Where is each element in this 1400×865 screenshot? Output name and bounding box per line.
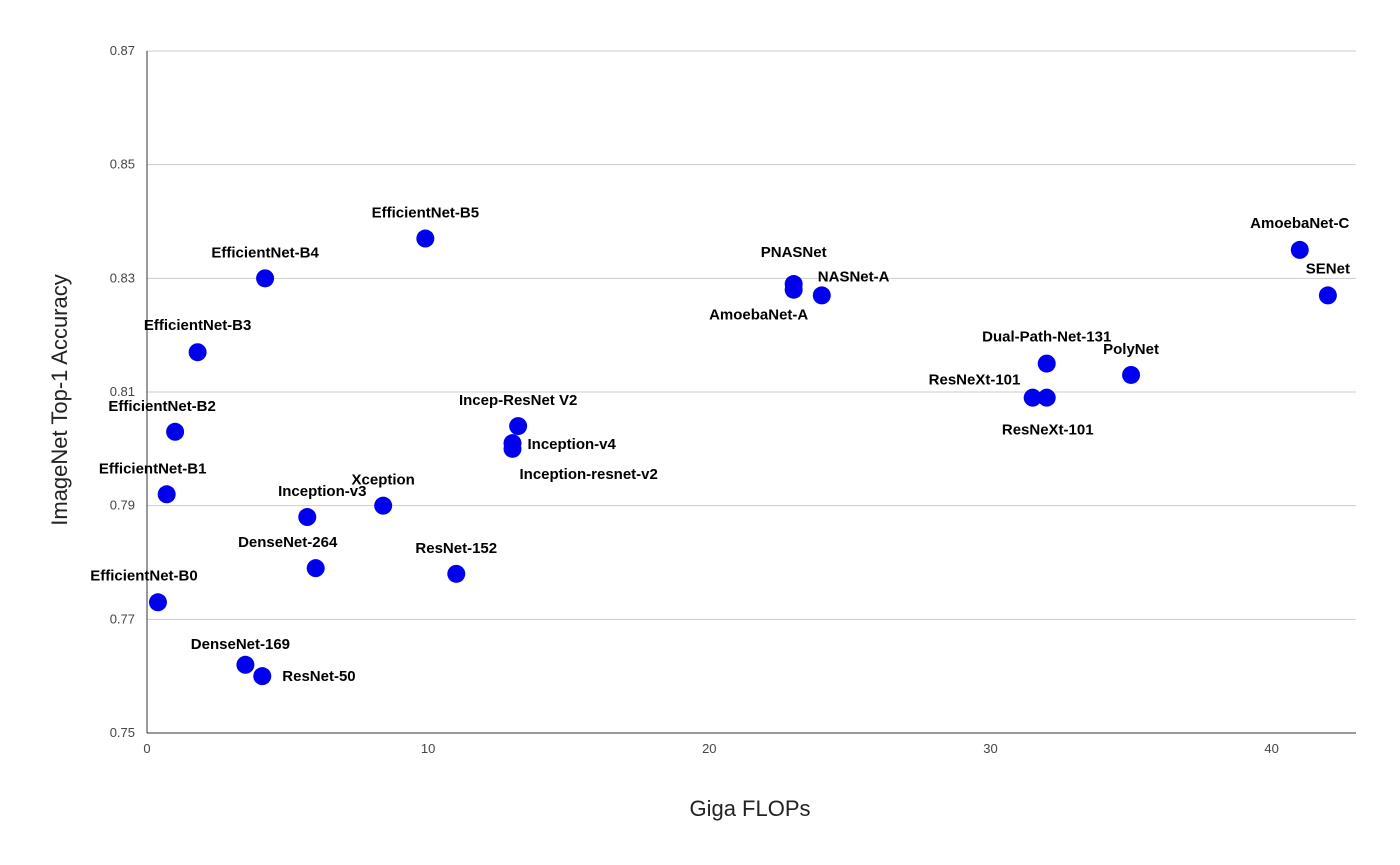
- y-axis-title: ImageNet Top-1 Accuracy: [47, 274, 72, 526]
- point-label: AmoebaNet-A: [709, 307, 808, 324]
- data-point: [1023, 388, 1042, 407]
- data-point: [256, 269, 275, 288]
- point-label: PNASNet: [761, 244, 827, 261]
- data-point: [1318, 286, 1337, 305]
- point-label: Inception-v4: [528, 436, 617, 453]
- data-point: [509, 417, 528, 436]
- data-point: [812, 286, 831, 305]
- data-points: [148, 229, 1337, 686]
- data-point: [1037, 388, 1056, 407]
- point-label: AmoebaNet-C: [1250, 215, 1349, 232]
- x-tick-label: 40: [1264, 741, 1278, 756]
- y-tick-label: 0.81: [110, 384, 135, 399]
- y-tick-label: 0.75: [110, 725, 135, 740]
- y-tick-label: 0.85: [110, 157, 135, 172]
- point-label: DenseNet-169: [191, 636, 290, 653]
- point-label: SENet: [1306, 260, 1350, 277]
- x-axis-title: Giga FLOPs: [689, 796, 810, 821]
- point-label: PolyNet: [1103, 341, 1159, 358]
- grid-lines: [147, 50, 1356, 734]
- point-labels: EfficientNet-B0 EfficientNet-B1 EfficientN…: [90, 205, 1350, 686]
- data-point: [374, 496, 393, 515]
- point-label: ResNet-50: [282, 668, 355, 685]
- point-label: EfficientNet-B1: [99, 460, 207, 477]
- x-tick-label: 0: [143, 741, 150, 756]
- x-tick-label: 20: [702, 741, 716, 756]
- point-label: Dual-Path-Net-131: [982, 329, 1111, 346]
- data-point: [1290, 240, 1309, 259]
- data-point: [784, 280, 803, 299]
- point-label: Inception-resnet-v2: [520, 466, 658, 483]
- point-label: EfficientNet-B5: [372, 205, 480, 222]
- point-label: EfficientNet-B2: [108, 398, 216, 415]
- data-point: [236, 655, 255, 674]
- point-label: ResNet-152: [415, 540, 497, 557]
- data-point: [298, 508, 317, 527]
- point-label: Incep-ResNet V2: [459, 392, 577, 409]
- data-point: [166, 422, 185, 441]
- data-point: [306, 559, 325, 578]
- data-point: [1122, 365, 1141, 384]
- data-point: [253, 667, 272, 686]
- point-label: EfficientNet-B4: [211, 244, 319, 261]
- y-tick-label: 0.83: [110, 270, 135, 285]
- point-label: EfficientNet-B0: [90, 567, 198, 584]
- x-tick-label: 30: [983, 741, 997, 756]
- point-label: NASNet-A: [818, 268, 890, 285]
- point-label: Xception: [352, 472, 415, 489]
- data-point: [148, 593, 167, 612]
- point-label: Inception-v3: [278, 483, 366, 500]
- data-point: [416, 229, 435, 248]
- y-tick-label: 0.79: [110, 498, 135, 513]
- point-label: EfficientNet-B3: [144, 317, 252, 334]
- x-tick-label: 10: [421, 741, 435, 756]
- data-point: [503, 439, 522, 458]
- point-label: DenseNet-264: [238, 534, 338, 551]
- y-tick-labels: 0.75 0.77 0.79 0.81 0.83 0.85 0.87: [110, 43, 135, 740]
- x-tick-labels: 0 10 20 30 40: [143, 741, 1279, 756]
- point-label: ResNeXt-101: [1002, 422, 1094, 439]
- data-point: [1037, 354, 1056, 373]
- data-point: [188, 343, 207, 362]
- data-point: [447, 564, 466, 583]
- y-tick-label: 0.87: [110, 43, 135, 58]
- point-label: ResNeXt-101: [929, 372, 1021, 389]
- y-tick-label: 0.77: [110, 611, 135, 626]
- data-point: [157, 485, 176, 504]
